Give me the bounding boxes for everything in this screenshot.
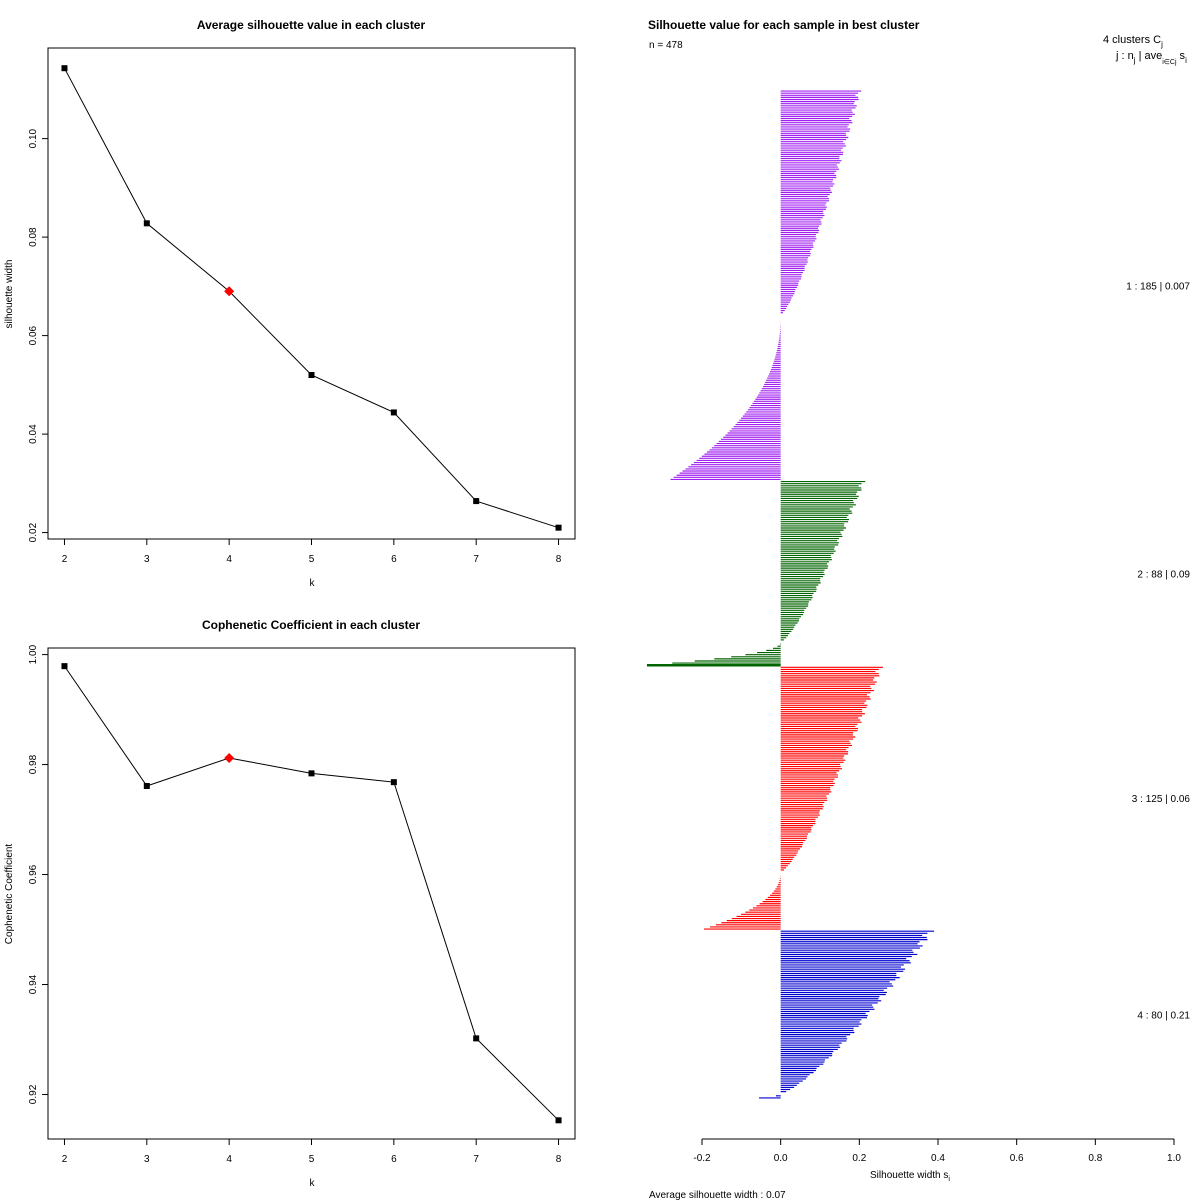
chart3-x-tick-label: 0.2 xyxy=(852,1153,866,1164)
chart2-plot-frame xyxy=(47,647,576,1140)
p2-data-point xyxy=(555,1117,562,1124)
p1-series-line xyxy=(64,67,559,529)
p2-y-tick-label: 0.94 xyxy=(28,974,39,994)
p1-y-tick-label: 0.04 xyxy=(28,424,39,444)
p2-x-tick-label: 2 xyxy=(62,1154,68,1165)
p1-x-tick-label: 5 xyxy=(309,554,315,565)
p1-data-point xyxy=(143,220,150,227)
cluster-1-bars xyxy=(670,90,862,481)
chart3-x-label: Silhouette width si xyxy=(870,1170,950,1183)
p2-x-tick-label: 6 xyxy=(391,1154,397,1165)
p2-x-tick-label: 5 xyxy=(309,1154,315,1165)
p1-y-tick-label: 0.06 xyxy=(28,325,39,345)
cophenetic-line-chart: Cophenetic Coefficient in each cluster k… xyxy=(4,618,576,1189)
silhouette-line-chart: Average silhouette value in each cluster… xyxy=(4,18,576,589)
legend-header-columns: j : nj | avei∈Cj si xyxy=(1115,50,1187,66)
chart2-title: Cophenetic Coefficient in each cluster xyxy=(202,618,420,632)
p2-x-tick-label: 3 xyxy=(144,1154,150,1165)
chart3-x-tick-label: 0.8 xyxy=(1088,1153,1102,1164)
p2-series-line xyxy=(64,665,559,1121)
p2-data-point xyxy=(61,663,68,670)
chart3-x-tick-label: 0.0 xyxy=(774,1153,788,1164)
p1-highlight-point xyxy=(224,286,235,297)
chart3-title: Silhouette value for each sample in best… xyxy=(648,18,920,32)
cluster-1-label: 1 : 185 | 0.007 xyxy=(1126,281,1190,292)
legend-header-clusters: 4 clusters Cj xyxy=(1103,34,1163,49)
p1-data-point xyxy=(555,524,562,531)
chart1-title: Average silhouette value in each cluster xyxy=(197,18,426,32)
p1-data-point xyxy=(308,372,315,379)
cluster-2-label: 2 : 88 | 0.09 xyxy=(1137,569,1190,580)
p2-y-tick-label: 0.98 xyxy=(28,754,39,774)
p2-data-point xyxy=(473,1035,480,1042)
p1-x-tick-label: 2 xyxy=(62,554,68,565)
silhouette-bar-chart: Silhouette value for each sample in best… xyxy=(646,18,1191,1200)
p2-x-tick-label: 4 xyxy=(226,1154,232,1165)
p2-x-tick-label: 7 xyxy=(473,1154,479,1165)
p1-x-tick-label: 8 xyxy=(556,554,562,565)
p2-x-tick-label: 8 xyxy=(556,1154,562,1165)
chart1-x-label: k xyxy=(310,578,316,589)
chart1-y-label: silhouette width xyxy=(4,260,15,329)
p2-highlight-point xyxy=(224,752,235,763)
p1-data-point xyxy=(61,65,68,72)
cluster-4-label: 4 : 80 | 0.21 xyxy=(1137,1011,1190,1022)
p2-data-point xyxy=(308,770,315,777)
p2-data-point xyxy=(390,779,397,786)
p1-data-point xyxy=(473,498,480,505)
p1-x-tick-label: 3 xyxy=(144,554,150,565)
chart3-x-tick-label: 1.0 xyxy=(1167,1153,1181,1164)
p1-y-tick-label: 0.08 xyxy=(28,227,39,247)
p1-y-tick-label: 0.10 xyxy=(28,128,39,148)
cluster-3-bars xyxy=(703,666,883,930)
average-silhouette-width: Average silhouette width : 0.07 xyxy=(649,1190,786,1200)
p1-data-point xyxy=(390,409,397,416)
chart3-x-tick-label: 0.6 xyxy=(1010,1153,1024,1164)
p2-data-point xyxy=(143,783,150,790)
chart3-x-tick-label: -0.2 xyxy=(693,1153,711,1164)
cluster-2-bars xyxy=(646,480,866,667)
p1-x-tick-label: 4 xyxy=(226,554,232,565)
chart1-plot-frame xyxy=(47,47,576,540)
cluster-3-label: 3 : 125 | 0.06 xyxy=(1132,794,1191,805)
p2-y-tick-label: 1.00 xyxy=(28,644,39,664)
p1-x-tick-label: 6 xyxy=(391,554,397,565)
p2-y-tick-label: 0.92 xyxy=(28,1084,39,1104)
p2-y-tick-label: 0.96 xyxy=(28,864,39,884)
chart2-y-label: Cophenetic Coefficient xyxy=(4,844,15,945)
p1-y-tick-label: 0.02 xyxy=(28,522,39,542)
chart3-x-tick-label: 0.4 xyxy=(931,1153,945,1164)
chart2-x-label: k xyxy=(310,1178,316,1189)
p1-x-tick-label: 7 xyxy=(473,554,479,565)
chart3-sample-count: n = 478 xyxy=(649,40,683,51)
cluster-4-bars xyxy=(759,930,935,1099)
